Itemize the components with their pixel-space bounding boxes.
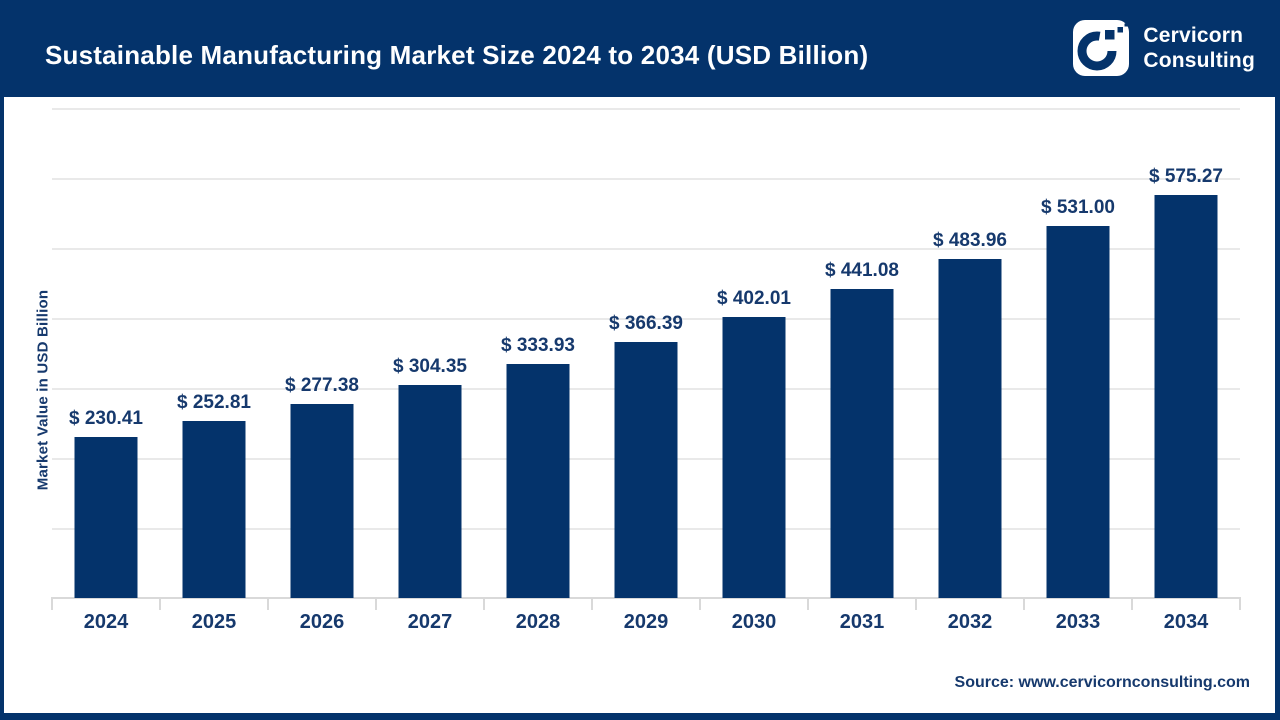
- bar-2025: [182, 421, 246, 598]
- bar-value-label: $ 230.41: [69, 407, 143, 429]
- x-axis-tick: [807, 597, 809, 610]
- x-axis-tick: [51, 597, 53, 610]
- x-axis-tick: [591, 597, 593, 610]
- x-axis-tick-label: 2034: [1163, 611, 1209, 633]
- bar-2033: [1046, 226, 1110, 598]
- bar-column-2027: $ 304.35: [376, 108, 484, 598]
- x-axis-tick-label: 2032: [947, 611, 993, 633]
- bar-value-label: $ 252.81: [177, 392, 251, 414]
- bar-2026: [290, 403, 354, 598]
- x-axis-tick-label: 2028: [515, 611, 561, 633]
- x-axis-tick-label: 2031: [839, 611, 885, 633]
- x-axis-tick-label: 2024: [83, 611, 129, 633]
- gridline: [52, 318, 1240, 320]
- x-axis-tick-label: 2025: [191, 611, 237, 633]
- bar-2024: [74, 436, 138, 598]
- bar-column-2024: $ 230.41: [52, 108, 160, 598]
- bar-value-label: $ 483.96: [933, 230, 1007, 252]
- bar-value-label: $ 575.27: [1149, 166, 1223, 188]
- x-axis-line: [52, 597, 1240, 599]
- plot-area: $ 230.41 $ 252.81 $ 277.38 $ 304.35 $ 333.93…: [51, 108, 1241, 610]
- gridline: [52, 178, 1240, 180]
- x-axis-tick: [375, 597, 377, 610]
- bar-2028: [506, 364, 570, 598]
- bars-container: $ 230.41 $ 252.81 $ 277.38 $ 304.35 $ 333.93…: [52, 108, 1240, 598]
- x-axis-tick: [159, 597, 161, 610]
- cervicorn-logo-icon: [1073, 20, 1130, 76]
- bar-column-2031: $ 441.08: [808, 108, 916, 598]
- bar-value-label: $ 277.38: [285, 374, 359, 396]
- source-attribution: Source: www.cervicornconsulting.com: [954, 674, 1250, 691]
- bar-column-2028: $ 333.93: [484, 108, 592, 598]
- x-axis-tick: [1239, 597, 1241, 610]
- bar-column-2026: $ 277.38: [268, 108, 376, 598]
- bar-2032: [938, 259, 1002, 598]
- bar-value-label: $ 304.35: [393, 355, 467, 377]
- bar-column-2025: $ 252.81: [160, 108, 268, 598]
- gridline: [52, 248, 1240, 250]
- x-axis-tick: [267, 597, 269, 610]
- bar-2027: [398, 384, 462, 598]
- bar-column-2032: $ 483.96: [916, 108, 1024, 598]
- brand-line2: Consulting: [1143, 49, 1255, 72]
- x-axis-tick: [1131, 597, 1133, 610]
- frame-border-left: [0, 0, 4, 720]
- x-axis-labels: 2024 2025 2026 2027 2028 2029 2030 2031 2032 2033…: [52, 611, 1240, 634]
- bar-2031: [830, 289, 894, 598]
- gridline: [52, 108, 1240, 110]
- x-axis-tick-label: 2030: [731, 611, 777, 633]
- bar-value-label: $ 441.08: [825, 260, 899, 282]
- x-axis-tick-label: 2029: [623, 611, 669, 633]
- page-title: Sustainable Manufacturing Market Size 20…: [45, 40, 869, 70]
- bar-2029: [614, 341, 678, 598]
- y-axis-title: Market Value in USD Billion: [34, 289, 52, 491]
- x-axis-tick-label: 2033: [1055, 611, 1101, 633]
- bar-column-2033: $ 531.00: [1024, 108, 1132, 598]
- bar-2030: [722, 316, 786, 598]
- brand-logo: Cervicorn Consulting: [1073, 20, 1255, 76]
- bar-column-2030: $ 402.01: [700, 108, 808, 598]
- x-axis-tick: [483, 597, 485, 610]
- bar-value-label: $ 402.01: [717, 287, 791, 309]
- x-axis-tick: [699, 597, 701, 610]
- x-axis-tick: [915, 597, 917, 610]
- frame-border-right: [1275, 0, 1280, 720]
- x-axis-tick: [1023, 597, 1025, 610]
- bar-value-label: $ 531.00: [1041, 197, 1115, 219]
- x-axis-tick-label: 2027: [407, 611, 453, 633]
- x-axis-tick-label: 2026: [299, 611, 345, 633]
- brand-name: Cervicorn Consulting: [1143, 23, 1255, 73]
- bar-column-2034: $ 575.27: [1132, 108, 1240, 598]
- frame-border-bottom: [0, 713, 1280, 720]
- bar-value-label: $ 366.39: [609, 312, 683, 334]
- bar-column-2029: $ 366.39: [592, 108, 700, 598]
- header-band: Sustainable Manufacturing Market Size 20…: [0, 0, 1280, 97]
- bar-2034: [1154, 195, 1218, 598]
- bar-value-label: $ 333.93: [501, 335, 575, 357]
- brand-line1: Cervicorn: [1143, 24, 1244, 47]
